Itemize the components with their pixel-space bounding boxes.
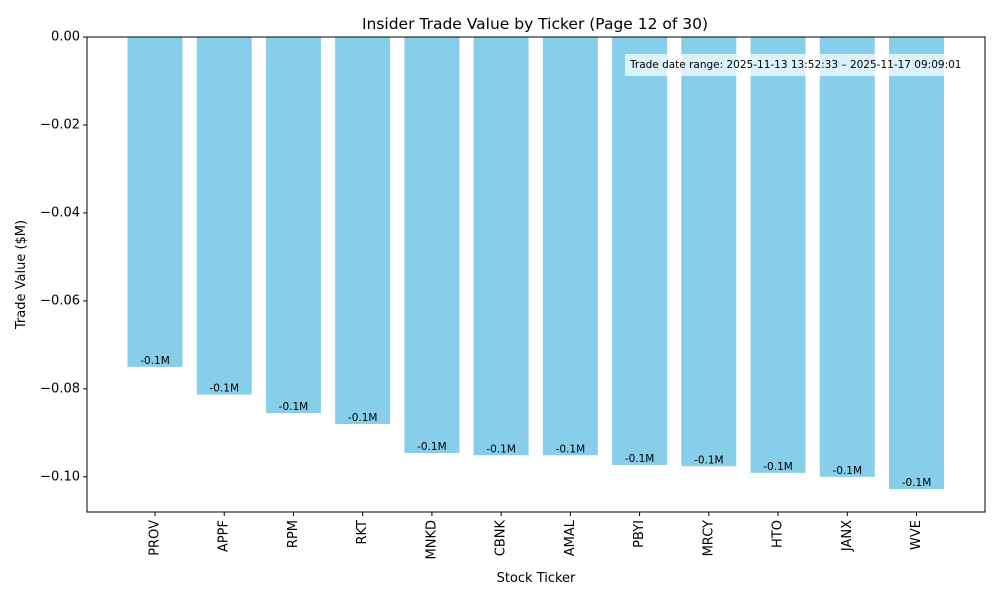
data-label-hto: -0.1M	[763, 461, 793, 473]
x-axis: PROV APPF RPM RKT MNKD CBNK AMAL PBYI MRCY HTO JAN…	[148, 512, 924, 559]
data-label-amal: -0.1M	[556, 443, 586, 455]
x-tick-label-prov: PROV	[148, 520, 163, 556]
x-tick-label-pbyi: PBYI	[632, 520, 647, 548]
y-tick-label: −0.06	[40, 293, 80, 308]
y-tick-label: −0.02	[40, 117, 80, 132]
x-tick-label-janx: JANX	[840, 520, 855, 552]
y-axis: 0.00 −0.02 −0.04 −0.06 −0.08 −0.10	[40, 30, 87, 484]
bar-pbyi	[612, 37, 668, 465]
annotation-background	[625, 54, 985, 76]
bar-amal	[542, 37, 598, 456]
plot-frame	[86, 36, 986, 513]
y-axis-label: Trade Value ($M)	[14, 220, 29, 330]
y-tick-label: 0.00	[51, 30, 80, 45]
bar-janx	[819, 37, 875, 477]
x-tick-label-cbnk: CBNK	[494, 520, 509, 557]
y-tick-label: −0.10	[40, 469, 80, 484]
bar-rkt	[335, 37, 391, 425]
x-tick-label-mrcy: MRCY	[701, 520, 716, 556]
data-label-cbnk: -0.1M	[486, 443, 516, 455]
x-tick-label-hto: HTO	[771, 520, 786, 548]
x-tick-label-mnkd: MNKD	[424, 520, 439, 559]
data-label-janx: -0.1M	[832, 465, 862, 477]
bar-cbnk	[473, 37, 529, 456]
bar-appf	[196, 37, 252, 395]
data-label-rkt: -0.1M	[348, 412, 378, 424]
x-axis-label: Stock Ticker	[497, 571, 576, 586]
x-tick-label-rkt: RKT	[355, 520, 370, 545]
y-tick-label: −0.04	[40, 205, 80, 220]
bar-mrcy	[681, 37, 737, 467]
bar-mnkd	[404, 37, 460, 454]
bar-rpm	[265, 37, 321, 414]
annotation-text: Trade date range: 2025-11-13 13:52:33 – …	[629, 59, 961, 71]
data-label-mrcy: -0.1M	[694, 454, 724, 466]
y-tick-label: −0.08	[40, 381, 80, 396]
data-label-pbyi: -0.1M	[625, 453, 655, 465]
data-label-appf: -0.1M	[209, 383, 239, 395]
x-tick-label-wve: WVE	[909, 520, 924, 550]
data-label-prov: -0.1M	[140, 355, 170, 367]
bar-hto	[750, 37, 806, 473]
x-tick-label-rpm: RPM	[286, 520, 301, 548]
bar-labels-layer: -0.1M -0.1M -0.1M -0.1M -0.1M -0.1M -0.1M -0.1M…	[140, 355, 931, 489]
bar-prov	[127, 37, 183, 367]
bar-wve	[889, 37, 944, 490]
x-tick-label-amal: AMAL	[563, 519, 578, 556]
data-label-wve: -0.1M	[902, 477, 932, 489]
chart-title: Insider Trade Value by Ticker (Page 12 o…	[362, 15, 708, 33]
x-tick-label-appf: APPF	[217, 520, 232, 552]
date-range-annotation: Trade date range: 2025-11-13 13:52:33 – …	[625, 54, 985, 76]
bars-layer	[127, 37, 944, 490]
data-label-rpm: -0.1M	[279, 401, 309, 413]
data-label-mnkd: -0.1M	[417, 441, 447, 453]
